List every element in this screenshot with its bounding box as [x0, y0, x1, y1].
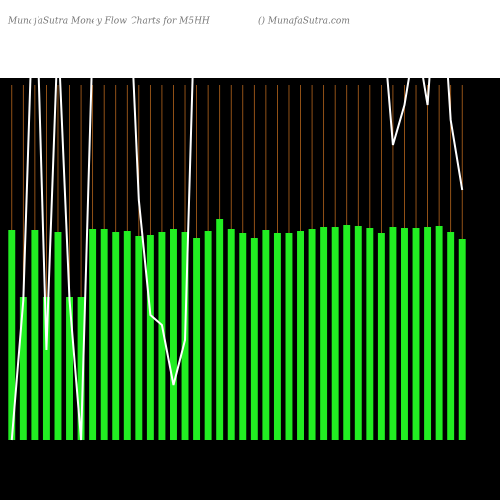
- plot: [8, 0, 466, 441]
- bar: [135, 236, 143, 440]
- bar: [447, 232, 455, 440]
- bar: [331, 227, 339, 440]
- bar: [458, 239, 466, 440]
- bar: [54, 232, 62, 440]
- bar: [273, 233, 281, 440]
- bar: [297, 231, 304, 440]
- bar: [354, 226, 362, 440]
- bar: [389, 227, 397, 440]
- bar: [8, 230, 16, 440]
- bar: [401, 228, 408, 440]
- bar: [42, 297, 50, 440]
- bar: [262, 230, 270, 440]
- bar: [112, 232, 120, 440]
- bar: [366, 228, 374, 440]
- bar: [89, 229, 97, 440]
- bar: [193, 238, 201, 440]
- bar: [66, 297, 73, 440]
- chart-title: MunafaSutra Money Flow Charts for M5HH: [7, 17, 210, 27]
- bar: [239, 233, 247, 440]
- bar: [308, 229, 316, 440]
- bar: [435, 226, 443, 440]
- bar: [146, 235, 154, 440]
- bar: [19, 297, 27, 440]
- bar: [216, 219, 224, 440]
- money-flow-line: [10, 0, 464, 441]
- bar: [204, 231, 212, 440]
- bar: [31, 230, 39, 440]
- bar: [320, 227, 328, 440]
- bar: [158, 232, 166, 440]
- bar: [250, 238, 258, 440]
- bar: [343, 225, 351, 440]
- bar: [123, 231, 131, 440]
- bar: [285, 233, 293, 440]
- bar: [170, 229, 177, 440]
- bar: [424, 227, 432, 440]
- bar: [227, 229, 235, 440]
- bar: [377, 233, 385, 440]
- chart-subtitle: () MunafaSutra.com: [258, 16, 350, 27]
- bar: [100, 229, 108, 440]
- bar: [412, 228, 420, 440]
- bar: [77, 297, 85, 440]
